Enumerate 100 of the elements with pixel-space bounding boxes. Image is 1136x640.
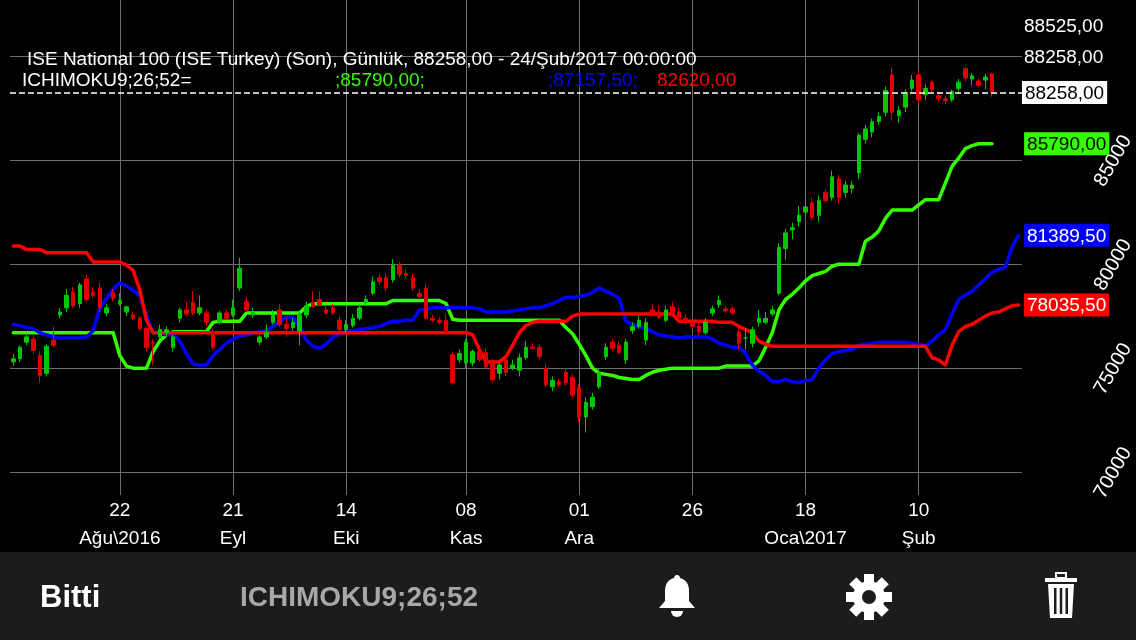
candlestick bbox=[524, 340, 528, 361]
candlestick bbox=[444, 313, 448, 336]
text: Bitti bbox=[40, 579, 101, 614]
candlestick bbox=[51, 326, 56, 348]
candlestick bbox=[417, 288, 422, 300]
candlestick bbox=[24, 332, 29, 346]
candlestick bbox=[830, 170, 834, 202]
candlestick bbox=[71, 286, 75, 309]
candlestick bbox=[823, 188, 828, 204]
candlestick bbox=[797, 205, 801, 228]
candlestick bbox=[277, 303, 282, 328]
ref-line-label: 88258,00 bbox=[1024, 81, 1105, 103]
candlestick bbox=[537, 343, 542, 361]
candlestick bbox=[664, 305, 668, 323]
candlestick bbox=[584, 396, 588, 434]
candlestick bbox=[850, 180, 854, 194]
candlestick bbox=[144, 326, 149, 352]
candlestick bbox=[58, 307, 62, 319]
candlestick bbox=[164, 326, 169, 338]
candlestick bbox=[257, 334, 262, 346]
candlestick bbox=[357, 303, 362, 321]
candlestick bbox=[437, 316, 442, 325]
candlestick bbox=[78, 282, 82, 309]
candlestick bbox=[943, 95, 948, 105]
x-tick-label: 22 Ağu\2016 bbox=[79, 498, 161, 548]
candlestick bbox=[411, 273, 415, 292]
candlestick bbox=[770, 305, 775, 317]
candlestick bbox=[484, 347, 488, 370]
candlestick bbox=[31, 334, 36, 355]
candlestick bbox=[510, 359, 515, 371]
candlestick bbox=[211, 328, 215, 350]
x-tick-label: 21 Eyl bbox=[219, 498, 247, 548]
candlestick bbox=[384, 273, 388, 292]
candlestick bbox=[38, 350, 42, 384]
annotation: 82620,00 bbox=[657, 69, 737, 90]
candlestick bbox=[817, 195, 821, 222]
candlestick bbox=[877, 111, 881, 126]
candlestick bbox=[983, 73, 988, 90]
candlestick bbox=[703, 317, 708, 336]
candlestick bbox=[64, 288, 69, 313]
candlestick bbox=[843, 180, 848, 199]
candlestick bbox=[18, 344, 22, 363]
candlestick bbox=[331, 303, 335, 316]
candlestick bbox=[151, 338, 155, 366]
x-tick-label: 26 bbox=[681, 498, 703, 520]
candlestick bbox=[624, 338, 628, 365]
candlestick bbox=[271, 309, 275, 325]
candlestick bbox=[11, 353, 16, 367]
candlestick bbox=[138, 315, 142, 332]
candlestick bbox=[564, 367, 568, 387]
candlestick bbox=[557, 378, 561, 388]
annotation: ICHIMOKU9;26;52= bbox=[22, 69, 192, 90]
candlestick bbox=[171, 334, 175, 352]
candlestick bbox=[677, 307, 681, 321]
candlestick bbox=[970, 72, 974, 86]
candlestick bbox=[737, 328, 741, 350]
candlestick bbox=[930, 79, 934, 93]
candlestick bbox=[317, 290, 322, 307]
candlestick bbox=[657, 305, 661, 320]
candlestick bbox=[790, 222, 795, 240]
candlestick bbox=[517, 353, 522, 377]
candlestick bbox=[377, 274, 382, 286]
candlestick bbox=[910, 74, 914, 93]
x-tick-label: 14 Eki bbox=[333, 498, 360, 548]
candlestick bbox=[324, 305, 328, 316]
candlestick bbox=[890, 67, 894, 122]
candlestick bbox=[364, 294, 368, 307]
candlestick bbox=[251, 307, 255, 319]
candlestick bbox=[897, 105, 901, 124]
candlestick bbox=[291, 317, 295, 332]
candlestick bbox=[950, 88, 954, 103]
candlestick bbox=[464, 338, 468, 369]
candlestick bbox=[91, 286, 95, 298]
candlestick bbox=[197, 294, 202, 316]
candlestick bbox=[610, 338, 615, 352]
candlestick bbox=[104, 303, 109, 317]
text: ICHIMOKU9;26;52 bbox=[240, 580, 479, 612]
candlestick bbox=[284, 317, 289, 338]
candlestick bbox=[617, 340, 621, 356]
candlestick bbox=[577, 384, 581, 423]
candlestick bbox=[244, 296, 249, 313]
line-series bbox=[11, 244, 1021, 367]
candlestick bbox=[231, 299, 235, 318]
candlestick bbox=[204, 309, 209, 328]
candlestick bbox=[404, 268, 408, 280]
text: ISE National 100 (ISE Turkey) (Son), Günlük, 88258,00 - 24/Şub/2017 00:00:00 bbox=[27, 48, 697, 69]
candlestick bbox=[131, 311, 135, 321]
x-tick-label: 01 Ara bbox=[564, 498, 595, 548]
candlestick bbox=[224, 309, 229, 321]
candlestick bbox=[217, 310, 222, 325]
candlestick bbox=[723, 305, 728, 314]
candlestick bbox=[178, 307, 182, 323]
candlestick bbox=[757, 309, 761, 328]
candlestick bbox=[963, 66, 968, 82]
candlestick bbox=[457, 348, 462, 364]
candlestick bbox=[683, 313, 688, 325]
candlestick bbox=[504, 355, 508, 377]
candlestick bbox=[297, 311, 302, 346]
candlestick bbox=[470, 348, 475, 367]
candlestick bbox=[803, 199, 808, 217]
